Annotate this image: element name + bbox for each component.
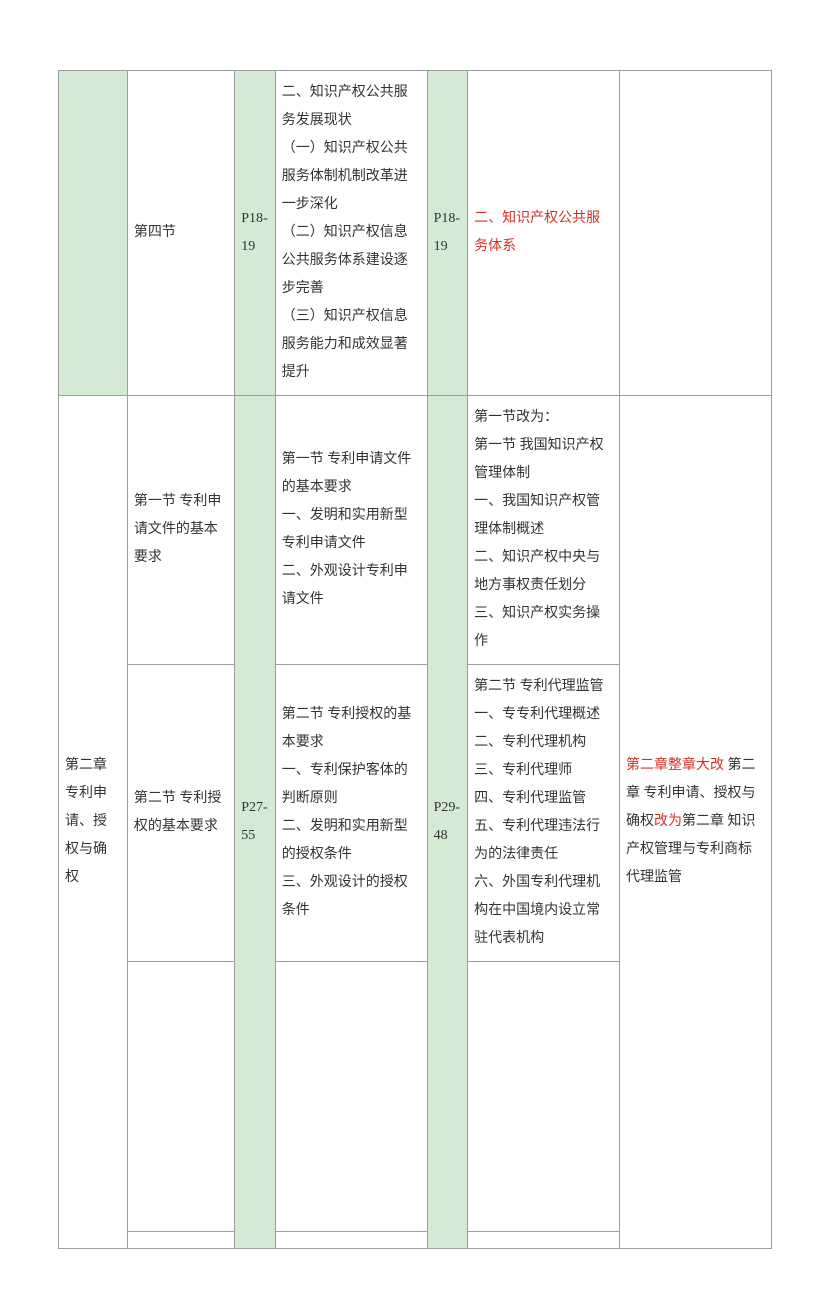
cell-old-content: 二、知识产权公共服务发展现状 （一）知识产权公共服务体制机制改革进一步深化 （二…	[275, 71, 427, 396]
cell-page-old: P18-19	[235, 71, 276, 396]
cell-section	[127, 962, 234, 1232]
cell-chapter: 第二章 专利申请、授权与确权	[59, 396, 128, 1249]
cell-new-content	[468, 1232, 620, 1249]
cell-notes	[620, 71, 772, 396]
red-text: 二、知识产权公共服务体系	[474, 211, 600, 254]
cell-page-old: P27-55	[235, 396, 276, 1249]
cell-new-content: 第一节改为： 第一节 我国知识产权管理体制 一、我国知识产权管理体制概述 二、知…	[468, 396, 620, 665]
cell-new-content: 第二节 专利代理监管 一、专专利代理概述 二、专利代理机构 三、专利代理师 四、…	[468, 665, 620, 962]
cell-section: 第四节	[127, 71, 234, 396]
cell-page-new: P29-48	[427, 396, 468, 1249]
cell-notes: 第二章整章大改 第二章 专利申请、授权与确权改为第二章 知识产权管理与专利商标代…	[620, 396, 772, 1249]
cell-old-content	[275, 1232, 427, 1249]
cell-new-content: 二、知识产权公共服务体系	[468, 71, 620, 396]
red-text: 第二章整章大改	[626, 758, 724, 773]
cell-section: 第二节 专利授权的基本要求	[127, 665, 234, 962]
table-row: 第二章 专利申请、授权与确权 第一节 专利申请文件的基本要求 P27-55 第一…	[59, 396, 772, 665]
cell-page-new: P18-19	[427, 71, 468, 396]
cell-new-content	[468, 962, 620, 1232]
cell-old-content: 第二节 专利授权的基本要求 一、专利保护客体的判断原则 二、发明和实用新型的授权…	[275, 665, 427, 962]
cell-old-content	[275, 962, 427, 1232]
cell-section: 第一节 专利申请文件的基本要求	[127, 396, 234, 665]
cell-old-content: 第一节 专利申请文件的基本要求 一、发明和实用新型专利申请文件 二、外观设计专利…	[275, 396, 427, 665]
comparison-table: 第四节 P18-19 二、知识产权公共服务发展现状 （一）知识产权公共服务体制机…	[58, 70, 772, 1249]
cell-section	[127, 1232, 234, 1249]
cell-chapter	[59, 71, 128, 396]
document-page: 第四节 P18-19 二、知识产权公共服务发展现状 （一）知识产权公共服务体制机…	[0, 0, 830, 1309]
table-row: 第四节 P18-19 二、知识产权公共服务发展现状 （一）知识产权公共服务体制机…	[59, 71, 772, 396]
red-text: 改为	[654, 814, 682, 829]
